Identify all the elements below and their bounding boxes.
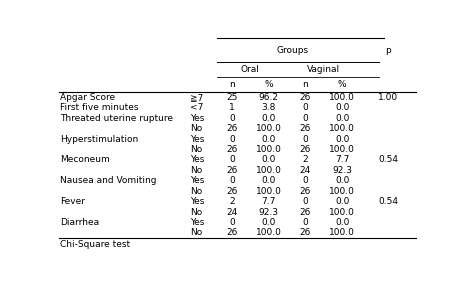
Text: 92.3: 92.3 [332,166,352,175]
Text: Yes: Yes [190,176,204,185]
Text: Fever: Fever [60,197,85,206]
Text: No: No [190,166,202,175]
Text: 100.0: 100.0 [329,145,355,154]
Text: 0.0: 0.0 [335,135,349,144]
Text: 0: 0 [229,135,235,144]
Text: 0.0: 0.0 [262,218,276,227]
Text: 0: 0 [302,135,308,144]
Text: 0.0: 0.0 [335,114,349,123]
Text: Nausea and Vomiting: Nausea and Vomiting [60,176,156,185]
Text: Yes: Yes [190,218,204,227]
Text: 0.0: 0.0 [335,103,349,112]
Text: Groups: Groups [276,46,309,55]
Text: 100.0: 100.0 [329,208,355,217]
Text: Yes: Yes [190,155,204,164]
Text: 1.00: 1.00 [378,93,398,102]
Text: <7: <7 [190,103,203,112]
Text: 2: 2 [302,155,308,164]
Text: 26: 26 [226,166,237,175]
Text: No: No [190,228,202,237]
Text: n: n [302,80,308,89]
Text: 0.0: 0.0 [335,218,349,227]
Text: 0.0: 0.0 [262,155,276,164]
Text: 7.7: 7.7 [335,155,349,164]
Text: Chi-Square test: Chi-Square test [60,239,130,248]
Text: 0: 0 [302,197,308,206]
Text: %: % [264,80,273,89]
Text: 0.0: 0.0 [262,176,276,185]
Text: No: No [190,124,202,133]
Text: 1: 1 [229,103,235,112]
Text: p: p [385,46,391,55]
Text: 0: 0 [229,114,235,123]
Text: 0: 0 [302,218,308,227]
Text: 0: 0 [229,176,235,185]
Text: 0.0: 0.0 [335,197,349,206]
Text: ≧7: ≧7 [190,93,203,102]
Text: 100.0: 100.0 [255,166,282,175]
Text: 26: 26 [300,93,311,102]
Text: 26: 26 [300,187,311,196]
Text: 3.8: 3.8 [262,103,276,112]
Text: 2: 2 [229,197,235,206]
Text: 24: 24 [226,208,237,217]
Text: 100.0: 100.0 [255,228,282,237]
Text: No: No [190,187,202,196]
Text: Vaginal: Vaginal [307,65,340,74]
Text: Hyperstimulation: Hyperstimulation [60,135,138,144]
Text: Yes: Yes [190,197,204,206]
Text: 92.3: 92.3 [259,208,279,217]
Text: 26: 26 [226,124,237,133]
Text: Meconeum: Meconeum [60,155,110,164]
Text: 0: 0 [302,176,308,185]
Text: 100.0: 100.0 [329,93,355,102]
Text: 100.0: 100.0 [329,228,355,237]
Text: 26: 26 [300,124,311,133]
Text: 25: 25 [226,93,237,102]
Text: Diarrhea: Diarrhea [60,218,99,227]
Text: 0.0: 0.0 [262,135,276,144]
Text: 24: 24 [300,166,311,175]
Text: Yes: Yes [190,114,204,123]
Text: %: % [338,80,346,89]
Text: 100.0: 100.0 [329,124,355,133]
Text: 100.0: 100.0 [255,124,282,133]
Text: 0: 0 [302,114,308,123]
Text: 26: 26 [226,145,237,154]
Text: Oral: Oral [241,65,260,74]
Text: 0: 0 [302,103,308,112]
Text: 0: 0 [229,218,235,227]
Text: No: No [190,208,202,217]
Text: 26: 26 [300,145,311,154]
Text: 96.2: 96.2 [259,93,279,102]
Text: 26: 26 [300,208,311,217]
Text: n: n [229,80,235,89]
Text: 26: 26 [226,187,237,196]
Text: 0.0: 0.0 [262,114,276,123]
Text: No: No [190,145,202,154]
Text: 26: 26 [226,228,237,237]
Text: Threated uterine rupture: Threated uterine rupture [60,114,173,123]
Text: 100.0: 100.0 [329,187,355,196]
Text: 100.0: 100.0 [255,187,282,196]
Text: 0.54: 0.54 [378,155,398,164]
Text: 26: 26 [300,228,311,237]
Text: 0.54: 0.54 [378,197,398,206]
Text: 100.0: 100.0 [255,145,282,154]
Text: Apgar Score: Apgar Score [60,93,115,102]
Text: First five minutes: First five minutes [60,103,138,112]
Text: 7.7: 7.7 [262,197,276,206]
Text: 0: 0 [229,155,235,164]
Text: Yes: Yes [190,135,204,144]
Text: 0.0: 0.0 [335,176,349,185]
